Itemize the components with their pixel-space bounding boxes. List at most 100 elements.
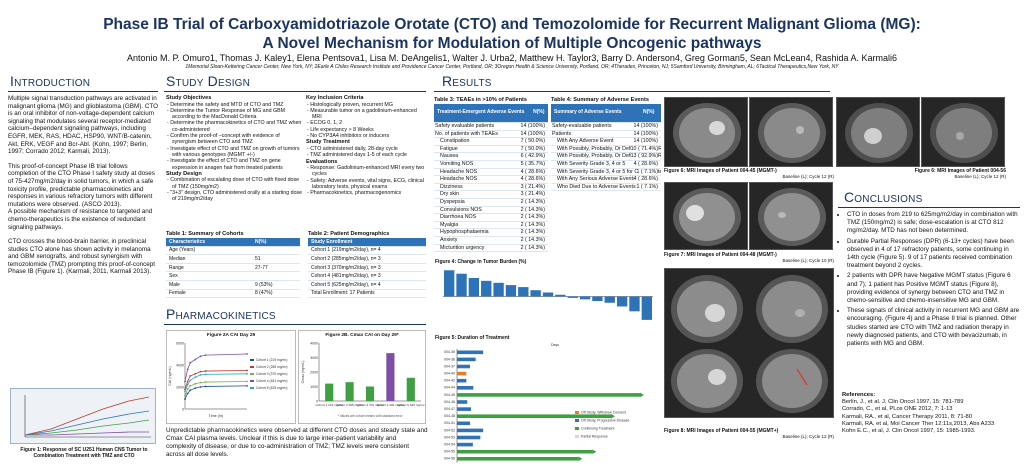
evaluation-item: - Response: Gadolinium-enhanced MRI ever… [307,165,425,178]
duration-bar [457,442,473,447]
table-cell-label: Patients [552,130,572,137]
data-point [194,372,197,375]
inclusion-list: - Histologically proven, recurrent MG - … [306,102,426,140]
patient-label: 004-45 [444,393,455,397]
table-cell-value: 2 ( 14.3%) [520,244,545,252]
figure-7-sub: Baseline (L); Cycle 10 (R) [782,258,834,263]
evaluation-item: - Safety: Adverse events, vital signs, E… [307,177,424,191]
objective-item: - Determine the Tumor Response of MG and… [167,107,286,121]
evaluations-title: Evaluations [306,158,338,165]
intro-heading: Introduction [10,73,91,89]
inclusion-item: - ECOG 0, 1, 2 [307,120,343,127]
duration-bar [457,414,611,418]
figure-4-chart [443,270,653,320]
table-cell-label: Diarrhoea NOS [440,214,477,221]
authors: Antonio M. P. Omuro1, Thomas J. Kaley1, … [126,53,898,63]
title-line-2: A Novel Mechanism for Modulation of Mult… [262,35,762,52]
table-cell-label: Safety-evaluable patients [552,123,612,130]
table-cell-label: Micturition urgency [440,244,485,251]
table-row: Constipation 7 ( 50.0%) [434,138,548,146]
table-cell-value: 14 (100%) [633,130,658,138]
footnote: * Values are cohort means with standard … [338,414,404,418]
y-tick-label: 0 [316,400,318,404]
legend-entry: Cohort 5 (625 mg/m²) [256,386,288,390]
bar [505,285,517,297]
table-cell-value: 1 ( 7.1%) [636,183,658,191]
duration-bar [457,378,467,383]
table-cell-value: 4 ( 28.6%) [520,176,545,183]
data-point [189,361,192,364]
table-cell: Cohort 5 (625mg/m2/day), n= 4 [308,280,418,290]
table-cell-value: 14 (100%) [633,123,658,130]
treatment-item: - TMZ administered days 1-5 of each cycl… [307,152,407,159]
mri-fig7-left [664,182,748,250]
bar [555,294,566,297]
y-tick-label: 4000 [176,364,184,368]
mri-fig6-left [664,97,748,167]
data-point [194,376,197,378]
table-2-grid: Study Enrollment Cohort 1 (219mg/m2/day)… [308,237,426,299]
duration-bar [457,386,474,390]
figure-2a: Figure 2A CAI Day 29 0 2000 4000 6000 CAI (n… [166,330,296,424]
table-row: Safety-evaluable patients 14 (100%) [551,123,661,131]
table-cell-label: Dizziness [440,183,463,190]
table-row: Anxiety 2 ( 14.3%) [434,237,548,245]
table-cell-label: With Severity Grade 3, 4 or 5 for CTO Re… [557,168,661,175]
data-point [199,386,202,388]
table-cell-value: 14 (100%) [633,138,658,145]
legend-swatch [575,419,579,422]
brain-scan-image [671,275,828,413]
duration-bar [457,393,640,397]
table-1-grid: Characteristics N(%) Age (Years) Median 51… [166,237,300,299]
x-axis-label: Days [551,343,559,347]
table-cell-value: 14 (100%) [520,123,545,130]
treatment-list: - CTO administered daily, 28-day cycle -… [306,146,426,159]
data-point [204,385,207,388]
data-point [186,368,189,371]
table-2-title: Table 2: Patient Demographics [308,231,390,237]
table-row: Patients 14 (100%) [551,130,661,139]
table-cell-value: 14 (100%) [520,130,545,138]
y-tick-label: 1000 [310,385,318,389]
continuing-arrow [639,392,644,398]
y-tick-label: 6000 [176,342,184,346]
figure-2b: Figure 2B. Cmax CAI on Day 29* 0 1000 2000… [298,330,426,424]
data-point [194,387,197,389]
table-cell-label: Hypophosphataemia [440,229,489,236]
table-cell-value: 3 ( 21.4%) [520,191,545,199]
table-row: With Any Serious Adverse Events 4 ( 28.6%… [551,176,661,184]
table-row: Dizziness 3 ( 21.4%) [434,183,548,192]
table-cell: Sex [166,271,252,282]
figure-2a-title: Figure 2A CAI Day 29 [206,333,256,338]
brain-scan-image [930,103,998,163]
brain-scan-image [758,188,826,246]
data-point [204,373,207,376]
data-point [189,385,192,387]
table-row: Who Died Due to Adverse Events 1 ( 7.1%) [551,183,661,192]
figure-6-caption: Figure 6: MRI Images of Patient 004-45 (… [664,168,777,174]
bar [493,282,504,297]
data-point [246,385,248,387]
duration-bar [457,350,484,355]
patient-label: 004-56 [444,457,455,461]
bar [444,270,455,297]
patient-label: 004-36 [444,357,455,361]
data-point [199,355,202,358]
table-row: With Severity Grade 3, 4 or 5 for CTO Re… [551,168,661,177]
table-header: Study Enrollment [308,237,418,247]
table-cell-label: No. of patients with TEAEs [435,130,498,137]
table-cell: Cohort 3 (370mg/m2/day), n= 3 [308,263,418,273]
table-row: Convulsions NOS 2 ( 14.3%) [434,206,548,215]
series-line [184,385,248,400]
conclusions-divider [838,207,1020,208]
figure-8-sub: Baseline (L); Cycle 12 (R) [782,434,834,439]
figure-5: Figure 5: Duration of Treatment Days 004-… [435,335,659,465]
figure-5-chart: Days 004-35 004-36 004-37 004-40 004-42 004-44… [444,343,644,463]
table-cell: Cohort 4 (481mg/m2/day), n= 3 [308,271,418,282]
table-cell: Age (Years) [166,246,252,256]
table-cell-value: 7 ( 50.0%) [520,145,545,153]
patient-label: 004-53 [444,435,455,439]
patient-label: 004-47 [444,407,455,411]
table-cell [252,271,300,282]
data-point [246,380,248,383]
